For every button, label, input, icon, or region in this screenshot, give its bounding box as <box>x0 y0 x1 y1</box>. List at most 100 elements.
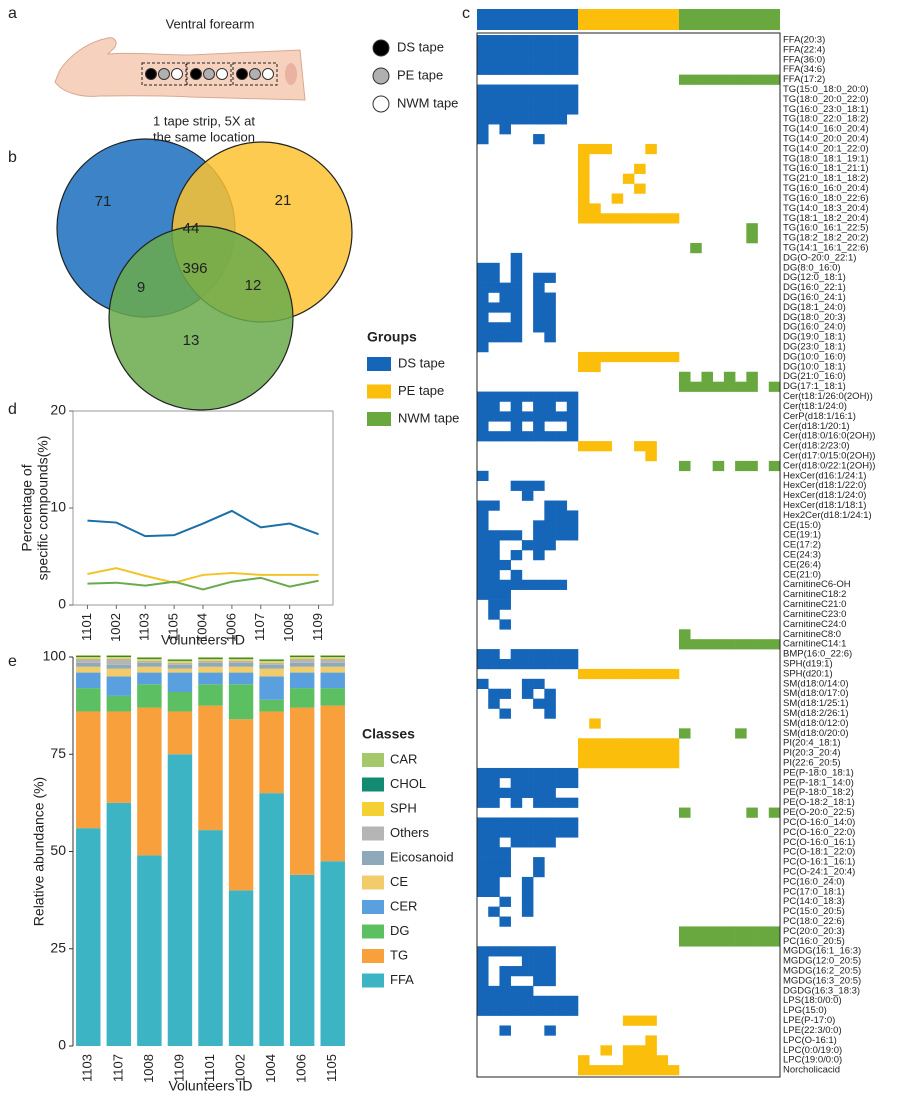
row-label: SPH(d19:1) <box>783 658 833 669</box>
heatmap-cell <box>533 530 545 541</box>
heatmap-cell <box>510 401 523 412</box>
bar-segment <box>289 655 315 656</box>
row-label: LPC(19:0/0:0) <box>783 1055 842 1066</box>
heatmap-cell <box>488 302 500 313</box>
heatmap-cell <box>499 619 511 630</box>
heatmap-cell <box>499 946 511 957</box>
heatmap-cell <box>555 411 568 422</box>
heatmap-cell <box>499 867 511 878</box>
heatmap-cell <box>499 391 511 402</box>
heatmap-cell <box>521 54 534 66</box>
heatmap-cell <box>566 827 579 838</box>
heatmap-cell <box>477 282 489 293</box>
x-tick-label: 1008 <box>281 613 296 642</box>
tape-dot <box>145 68 157 80</box>
heatmap-cell <box>544 64 556 75</box>
heatmap-cell <box>521 44 534 56</box>
heatmap-cell <box>544 54 556 66</box>
legend-label: NWM tape <box>398 410 459 425</box>
heatmap-cell <box>477 787 489 798</box>
heatmap-cell <box>723 74 736 85</box>
heatmap-cell <box>600 213 612 224</box>
bar-segment <box>320 861 345 1046</box>
heatmap-cell <box>533 867 545 878</box>
heatmap-cell <box>544 401 556 412</box>
heatmap-cell <box>488 797 500 808</box>
heatmap-cell <box>510 292 523 303</box>
heatmap-cell <box>667 758 680 769</box>
bar-segment <box>320 672 345 689</box>
heatmap-cell <box>510 550 523 561</box>
row-label: TG(15:0_18:0_20:0) <box>783 84 869 95</box>
legend-swatch <box>367 412 391 426</box>
row-label: Cer(t18:1/26:0(2OH)) <box>783 391 873 402</box>
heatmap-cell <box>477 421 489 432</box>
x-tick-label: 1002 <box>108 613 123 642</box>
heatmap-cell <box>488 659 500 670</box>
bar-segment <box>259 793 284 1046</box>
row-label: PE(P-18:0_18:1) <box>783 767 854 778</box>
heatmap-cell <box>477 847 489 858</box>
heatmap-cell <box>544 35 556 46</box>
heatmap-cell <box>555 54 568 66</box>
row-label: DG(18:1_24:0) <box>783 302 846 313</box>
heatmap-cell <box>544 708 556 719</box>
heatmap-cell <box>499 302 511 313</box>
row-label: Cer(t18:1/24:0) <box>783 401 847 412</box>
legend-label: Others <box>390 825 430 840</box>
heatmap-cell <box>645 351 657 363</box>
bar-segment <box>289 662 315 667</box>
heatmap-cell <box>768 936 781 947</box>
bar-segment <box>228 666 254 673</box>
heatmap-cell <box>510 530 523 541</box>
heatmap-cell <box>477 876 489 888</box>
heatmap-cell <box>510 480 523 491</box>
row-label: TG(14:1_16:1_22:6) <box>783 242 869 253</box>
heatmap-cell <box>499 589 511 600</box>
heatmap-cell <box>533 837 545 848</box>
heatmap-cell <box>477 401 489 412</box>
heatmap-cell <box>566 817 579 828</box>
heatmap-cell <box>723 926 736 937</box>
heatmap-cell <box>510 1005 523 1016</box>
heatmap-cell <box>690 926 702 937</box>
heatmap-cell <box>521 966 534 977</box>
row-label: TG(18:2_18:2_20:2) <box>783 233 869 244</box>
heatmap-cell <box>477 966 489 977</box>
heatmap-cell <box>477 995 489 1006</box>
panel-label: b <box>8 149 17 166</box>
heatmap-cell <box>510 649 523 660</box>
row-label: LPC(0:0/19:0) <box>783 1045 842 1056</box>
heatmap-cell <box>477 678 489 690</box>
heatmap-cell <box>544 530 556 541</box>
heatmap-cell <box>499 916 511 927</box>
legend-title: Groups <box>367 329 417 345</box>
heatmap-cell <box>544 44 556 56</box>
heatmap-cell <box>510 837 523 848</box>
heatmap-cell <box>499 975 511 987</box>
heatmap-cell <box>488 857 500 868</box>
heatmap-cell <box>701 74 713 85</box>
heatmap-cell <box>533 114 545 125</box>
heatmap-cell <box>544 995 556 1006</box>
heatmap-cell <box>488 569 500 581</box>
row-label: FFA(22:4) <box>783 44 825 55</box>
heatmap-cell <box>521 837 534 848</box>
heatmap-cell <box>555 817 568 828</box>
heatmap-cell <box>589 213 601 224</box>
heatmap-cell <box>544 1025 556 1036</box>
bar-segment <box>259 676 284 700</box>
heatmap-cell <box>477 134 489 145</box>
heatmap-cell <box>510 966 523 977</box>
heatmap-cell <box>488 54 500 66</box>
heatmap-cell <box>746 223 758 234</box>
heatmap-cell <box>499 292 511 303</box>
x-tick-label: 1109 <box>310 613 325 641</box>
diagram-caption: 1 tape strip, 5X at <box>153 113 255 128</box>
row-label: PE(O-20:0_22:5) <box>783 807 855 818</box>
heatmap-cell <box>645 748 657 759</box>
legend-label: NWM tape <box>397 95 458 110</box>
heatmap-cell <box>735 460 747 472</box>
bar-segment <box>106 655 132 656</box>
heatmap-cell <box>566 401 579 412</box>
